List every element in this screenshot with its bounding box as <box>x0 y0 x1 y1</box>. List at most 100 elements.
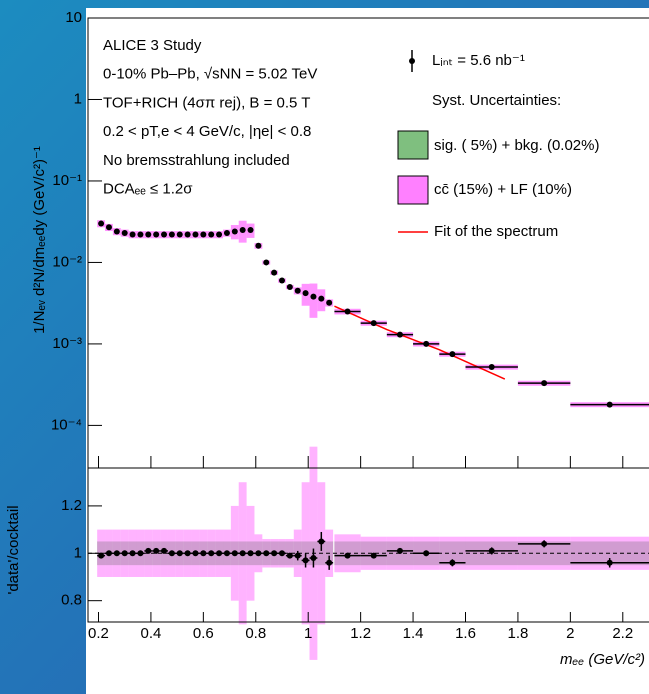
data-point <box>184 231 191 238</box>
ratio-point <box>541 540 548 547</box>
legend-marker <box>409 58 415 64</box>
ratio-point <box>113 550 120 557</box>
ratio-point <box>294 552 301 559</box>
data-point <box>344 308 351 315</box>
annotation: No bremsstrahlung included <box>103 152 290 169</box>
ratio-point <box>239 550 246 557</box>
ratio-point <box>231 550 238 557</box>
x-tick-label: 2 <box>566 625 574 642</box>
ratio-point <box>286 552 293 559</box>
x-tick-label: 0.2 <box>88 625 109 642</box>
y-tick-label: 1.2 <box>61 497 82 514</box>
ratio-point <box>184 550 191 557</box>
data-point <box>113 228 120 235</box>
annotation: 0.2 < pT,e < 4 GeV/c, |ηe| < 0.8 <box>103 123 311 140</box>
plot-background <box>86 8 649 694</box>
ratio-point <box>200 550 207 557</box>
data-point <box>294 287 301 294</box>
data-point <box>98 220 105 227</box>
data-point <box>129 231 136 238</box>
x-tick-label: 2.2 <box>612 625 633 642</box>
data-point <box>223 229 230 236</box>
ratio-point <box>263 550 270 557</box>
data-point <box>278 277 285 284</box>
x-tick-label: 1.6 <box>455 625 476 642</box>
data-point <box>302 290 309 297</box>
ratio-point <box>423 550 430 557</box>
annotation: TOF+RICH (4σπ rej), B = 0.5 T <box>103 94 310 111</box>
data-point <box>606 401 613 408</box>
y-tick-label: 10⁻⁴ <box>51 416 82 433</box>
x-tick-label: 0.8 <box>245 625 266 642</box>
data-point <box>541 380 548 387</box>
data-point <box>153 231 160 238</box>
ratio-point <box>606 559 613 566</box>
legend-label: Fit of the spectrum <box>434 223 558 240</box>
y-tick-label: 10⁻³ <box>52 335 82 352</box>
fit-line <box>334 305 506 380</box>
ratio-point <box>129 550 136 557</box>
legend-label: cc̄ (15%) + LF (10%) <box>434 181 572 198</box>
ratio-point <box>449 559 456 566</box>
ratio-point <box>223 550 230 557</box>
lower-frame <box>87 467 649 623</box>
ratio-point <box>318 538 325 545</box>
data-point <box>137 231 144 238</box>
data-point <box>247 227 254 234</box>
ratio-point <box>302 557 309 564</box>
ratio-point <box>310 555 317 562</box>
x-tick-label: 1.2 <box>350 625 371 642</box>
data-point <box>231 228 238 235</box>
annotation: ALICE 3 Study <box>103 37 202 54</box>
ratio-point <box>396 547 403 554</box>
legend-swatch <box>397 130 429 160</box>
ratio-point <box>105 550 112 557</box>
legend-label: Lᵢₙₜ = 5.6 nb⁻¹ <box>432 52 525 69</box>
annotation: DCAₑₑ ≤ 1.2σ <box>103 180 193 197</box>
legend-title: Syst. Uncertainties: <box>432 92 561 109</box>
data-point <box>396 331 403 338</box>
data-point <box>239 227 246 234</box>
x-tick-label: 0.6 <box>193 625 214 642</box>
ratio-axis-label: 'data'/cocktail <box>5 505 22 594</box>
ratio-point <box>271 550 278 557</box>
data-point <box>200 231 207 238</box>
ratio-point <box>153 547 160 554</box>
ratio-point <box>344 552 351 559</box>
legend-swatch <box>397 175 429 205</box>
data-point <box>370 320 377 327</box>
ratio-point <box>370 552 377 559</box>
data-point <box>318 295 325 302</box>
ratio-point <box>326 559 333 566</box>
data-point <box>216 231 223 238</box>
data-point <box>423 340 430 347</box>
data-point <box>161 231 168 238</box>
y-tick-label: 10 <box>65 9 82 26</box>
data-point <box>105 224 112 231</box>
ratio-point <box>255 550 262 557</box>
ratio-point <box>168 550 175 557</box>
ratio-point <box>98 552 105 559</box>
legend-label: sig. ( 5%) + bkg. (0.02%) <box>434 137 599 154</box>
data-point <box>263 259 270 266</box>
ratio-point <box>216 550 223 557</box>
ratio-point <box>137 550 144 557</box>
ratio-point <box>121 550 128 557</box>
syst-box <box>309 283 318 318</box>
x-tick-label: 1.4 <box>403 625 424 642</box>
ratio-point <box>208 550 215 557</box>
data-point <box>326 299 333 306</box>
data-point <box>208 231 215 238</box>
ratio-point <box>278 550 285 557</box>
data-point <box>121 229 128 236</box>
x-axis-label: mₑₑ (GeV/c²) <box>560 651 645 668</box>
data-point <box>271 269 278 276</box>
x-tick-label: 1 <box>304 625 312 642</box>
data-point <box>145 231 152 238</box>
data-point <box>488 364 495 371</box>
data-point <box>168 231 175 238</box>
data-point <box>176 231 183 238</box>
y-tick-label: 10⁻² <box>52 253 82 270</box>
ratio-point <box>247 550 254 557</box>
